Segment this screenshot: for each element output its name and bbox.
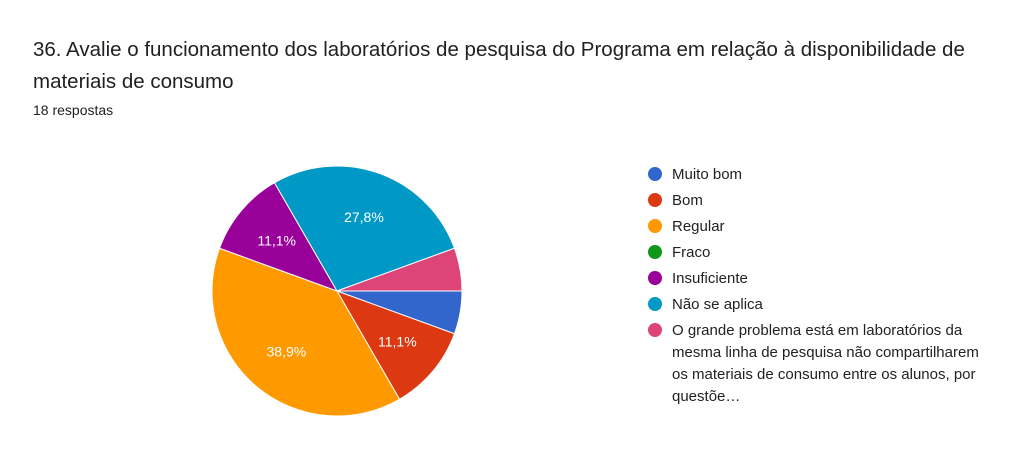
legend-item: Fraco xyxy=(648,242,988,264)
legend-label: Bom xyxy=(672,192,703,209)
data-label: 11,1% xyxy=(378,334,417,350)
legend-swatch xyxy=(648,271,662,285)
legend-swatch xyxy=(648,297,662,311)
legend-label: O grande problema está em laboratórios d… xyxy=(672,322,979,405)
pie-slice xyxy=(336,247,463,292)
legend-item: Regular xyxy=(648,216,988,238)
legend-label: Muito bom xyxy=(672,166,743,183)
question-title: 36. Avalie o funcionamento dos laboratór… xyxy=(33,38,965,93)
legend-swatch xyxy=(648,219,662,233)
response-count: 18 respostas xyxy=(33,102,114,118)
legend-item: Bom xyxy=(648,190,988,212)
pie-slice xyxy=(218,182,339,292)
legend-label: Insuficiente xyxy=(672,270,748,287)
data-label: 11,1% xyxy=(257,232,296,248)
legend-label: Regular xyxy=(672,218,725,235)
legend-swatch xyxy=(648,323,662,337)
pie-slice xyxy=(335,290,456,400)
legend-label: Fraco xyxy=(672,244,711,261)
data-label: 38,9% xyxy=(267,343,307,359)
legend-item: O grande problema está em laboratórios d… xyxy=(648,320,988,408)
legend-item: Não se aplica xyxy=(648,294,988,316)
pie-slice xyxy=(211,247,401,417)
legend: Muito bom Bom Regular Fraco Insuficiente Não … xyxy=(648,164,988,412)
legend-item: Muito bom xyxy=(648,164,988,186)
pie-slice xyxy=(273,165,456,292)
legend-swatch xyxy=(648,167,662,181)
legend-label: Não se aplica xyxy=(672,296,763,313)
legend-swatch xyxy=(648,245,662,259)
legend-item: Insuficiente xyxy=(648,268,988,290)
legend-swatch xyxy=(648,193,662,207)
data-label: 27,8% xyxy=(344,209,384,225)
